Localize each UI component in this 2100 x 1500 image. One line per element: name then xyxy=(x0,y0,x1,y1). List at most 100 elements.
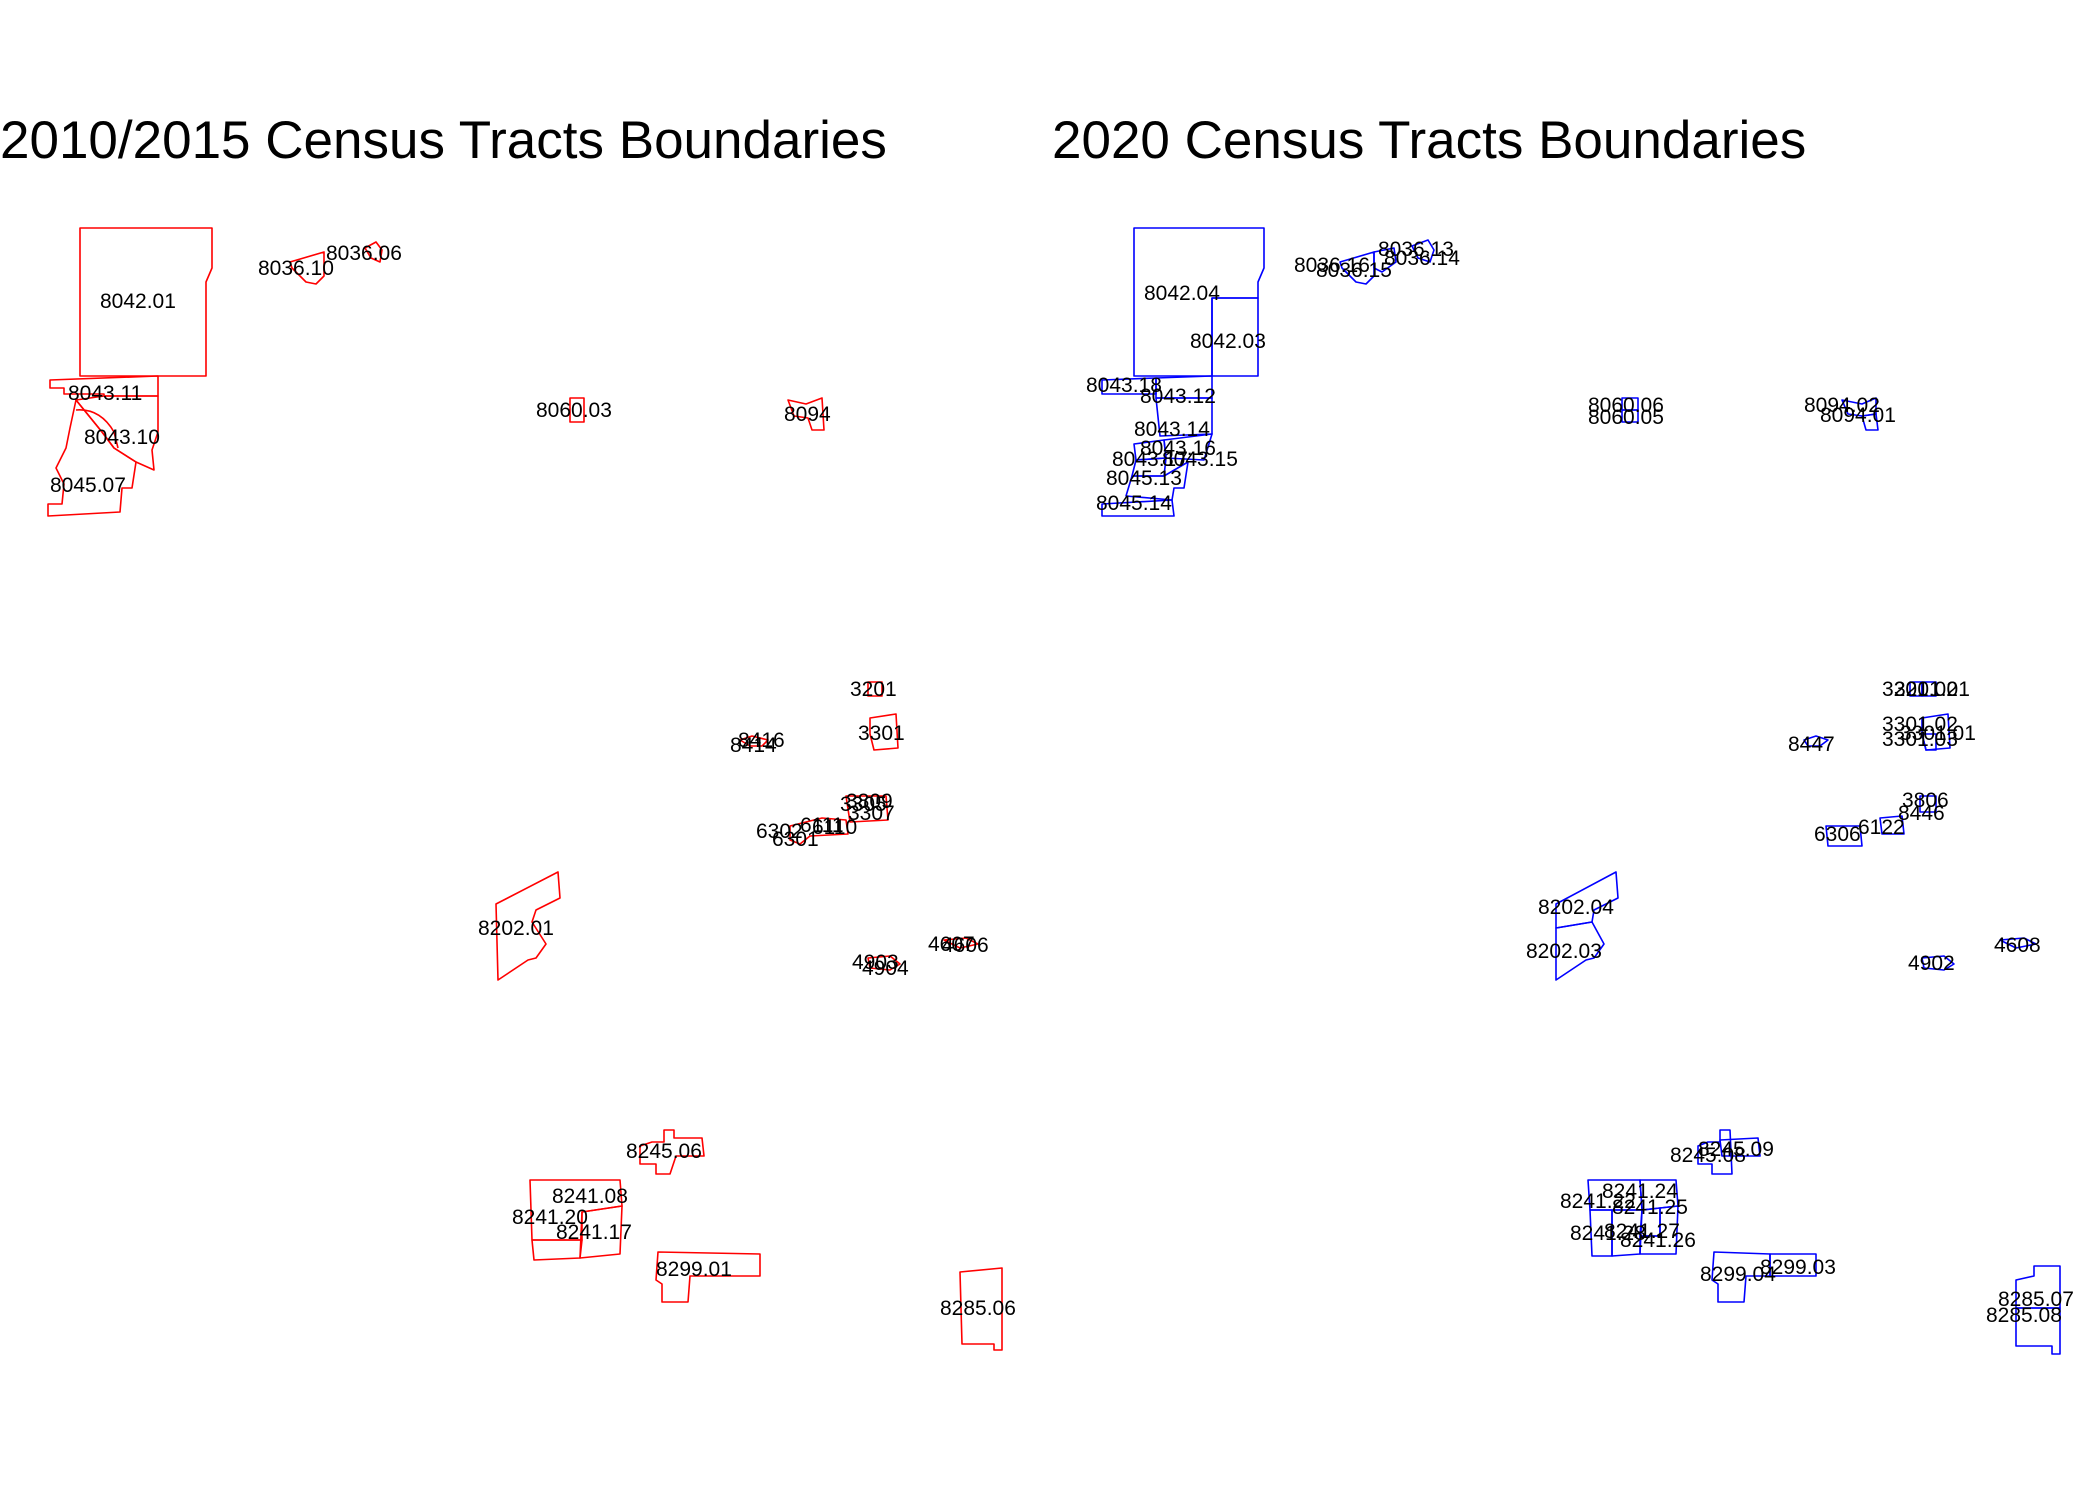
tract-shape-8045-13 xyxy=(1125,461,1189,501)
tract-label: 4904 xyxy=(862,957,909,980)
tract-label: 8241.28 xyxy=(1570,1222,1646,1245)
tract-shape-3301 xyxy=(869,713,899,751)
tract-shape-8036-14 xyxy=(1373,247,1397,273)
tract-label: 6122 xyxy=(1858,816,1905,839)
tract-label: 8202.03 xyxy=(1526,940,1602,963)
tract-shape-4902 xyxy=(1921,955,1955,971)
tract-boundaries-2010-2015 xyxy=(47,227,1003,1351)
tract-label: 8094.02 xyxy=(1804,394,1880,417)
tract-label: 8036.15 xyxy=(1316,259,1392,282)
tract-shape-8447 xyxy=(1803,735,1829,747)
tract-shape-3201 xyxy=(867,681,883,697)
tract-label: 8043.14 xyxy=(1134,418,1210,441)
tract-shape-6122 xyxy=(1879,815,1905,835)
tract-shape-8245-08 xyxy=(1697,1129,1733,1175)
tract-label: 8241.24 xyxy=(1602,1180,1678,1203)
panel-2010-2015: 2010/2015 Census Tracts Boundaries xyxy=(0,111,1016,1351)
tract-label: 3806 xyxy=(1902,789,1949,812)
tract-label: 6302 xyxy=(756,820,803,843)
tract-boundaries-2020 xyxy=(1101,227,2061,1355)
tract-label: 8043.12 xyxy=(1140,385,1216,408)
tract-label: 3201.02 xyxy=(1882,678,1958,701)
tract-label: 8241.22 xyxy=(1560,1190,1636,1213)
tract-label: 3301.01 xyxy=(1900,722,1976,745)
tract-label: 8042.01 xyxy=(100,290,176,313)
tract-label: 8036.14 xyxy=(1384,247,1460,270)
tract-label: 6306 xyxy=(1814,823,1861,846)
tract-label: 4608 xyxy=(1994,934,2041,957)
tract-label: 4903 xyxy=(852,951,899,974)
tract-label: 8043.18 xyxy=(1086,374,1162,397)
tract-label: 8414 xyxy=(730,734,777,757)
tract-shape-8036-06 xyxy=(364,241,383,263)
tract-shape-8202-03 xyxy=(1555,921,1605,981)
panel-2020: 2020 Census Tracts Boundaries xyxy=(1052,111,2074,1355)
tract-label: 8285.07 xyxy=(1998,1288,2074,1311)
tract-label: 8045.07 xyxy=(50,474,126,497)
tract-label: 8060.05 xyxy=(1588,406,1664,429)
tract-label: 8299.01 xyxy=(656,1258,732,1281)
tract-shape-8094-01 xyxy=(1861,413,1879,431)
tract-label: 8043.17 xyxy=(1112,448,1188,471)
tract-label: 8447 xyxy=(1788,733,1835,756)
tract-label: 6111 xyxy=(800,814,844,837)
tract-shape-4903 xyxy=(867,955,901,971)
panel-title-2010-2015: 2010/2015 Census Tracts Boundaries xyxy=(0,111,887,170)
tract-label: 3301 xyxy=(858,722,905,745)
tract-label: 8446 xyxy=(1898,802,1945,825)
tract-labels-2010-2015: 8042.01 8036.10 8036.06 8043.11 8043.10 … xyxy=(50,242,1016,1320)
tract-label: 8202.04 xyxy=(1538,896,1614,919)
tract-shape-8416 xyxy=(739,735,769,747)
tract-label: 8241.26 xyxy=(1620,1229,1696,1252)
tract-label: 8245.06 xyxy=(626,1140,702,1163)
tract-shape-3201-01 xyxy=(1921,681,1937,697)
tract-label: 8299.03 xyxy=(1760,1256,1836,1279)
tract-shape-8036-10 xyxy=(289,251,325,285)
tract-label: 8060.06 xyxy=(1588,394,1664,417)
tract-shape-8060-03 xyxy=(569,397,585,423)
tract-label: 3809 xyxy=(846,790,893,813)
tract-label: 6110 xyxy=(812,816,857,839)
tract-label: 8245.08 xyxy=(1670,1144,1746,1167)
tract-label: 3201 xyxy=(850,678,897,701)
tract-label: 8241.08 xyxy=(552,1185,628,1208)
tract-shape-8042-03 xyxy=(1211,297,1259,377)
tract-label: 4902 xyxy=(1908,952,1955,975)
tract-shape-6110 xyxy=(789,817,849,845)
tract-shape-8042-01 xyxy=(79,227,213,377)
tract-label: 8094 xyxy=(784,403,831,426)
tract-label: 8416 xyxy=(738,729,785,752)
tract-shape-8045-14 xyxy=(1101,499,1175,517)
tract-label: 8036.06 xyxy=(326,242,402,265)
tract-label: 8043.10 xyxy=(84,426,160,449)
tract-shape-8094 xyxy=(787,397,825,431)
tract-label: 8036.10 xyxy=(258,257,334,280)
tract-shape-8045-07 xyxy=(47,399,137,517)
tract-label: 3307 xyxy=(848,802,895,825)
tract-shape-8043-11 xyxy=(49,375,159,397)
tract-shape-6306 xyxy=(1825,825,1863,847)
tract-label: 8241.20 xyxy=(512,1206,588,1229)
tract-shape-8036-13 xyxy=(1411,239,1435,263)
tract-shape-8043-15 xyxy=(1163,433,1213,461)
tract-label: 8045.13 xyxy=(1106,467,1182,490)
tract-labels-2020: 8042.04 8042.03 8036.13 8036.14 8036.16 … xyxy=(1086,238,2074,1327)
tract-label: 8241.25 xyxy=(1612,1196,1688,1219)
tract-label: 4607 xyxy=(928,933,975,956)
tract-label: 8241.17 xyxy=(556,1221,632,1244)
tract-label: 3301.03 xyxy=(1882,728,1958,751)
tract-label: 8042.04 xyxy=(1144,282,1220,305)
tract-label: 8285.08 xyxy=(1986,1304,2062,1327)
tract-shape-3809 xyxy=(845,795,889,823)
tract-label: 6301 xyxy=(772,828,819,851)
tract-label: 8045.14 xyxy=(1096,492,1172,515)
tract-label: 8285.06 xyxy=(940,1297,1016,1320)
tract-shape-8299-01 xyxy=(655,1251,761,1303)
tract-label: 8042.03 xyxy=(1190,330,1266,353)
tract-label: 8094.01 xyxy=(1820,404,1896,427)
tract-label: 4606 xyxy=(942,934,989,957)
tract-shape-8060-05 xyxy=(1621,409,1639,423)
tract-label: 8036.16 xyxy=(1294,254,1370,277)
tract-shape-8043-10-inner xyxy=(75,409,119,449)
tract-label: 3201.01 xyxy=(1894,678,1970,701)
